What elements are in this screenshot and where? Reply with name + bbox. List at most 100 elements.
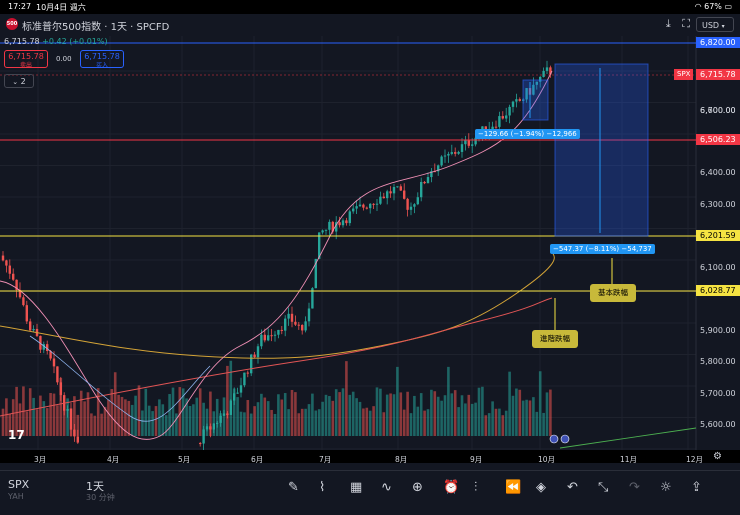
volume-bar [464,403,467,436]
buy-button[interactable]: 6,715.78 买入 [80,50,124,69]
candle-body [498,116,501,127]
volume-bar [222,397,226,436]
volume-bar [443,395,447,436]
undo-icon[interactable]: ↶ [567,480,578,495]
volume-bar [484,415,488,436]
indicator-icon[interactable]: ∿ [381,480,392,495]
volume-bar [226,365,229,436]
sell-button[interactable]: 6,715.78 卖出 [4,50,48,69]
price-chart[interactable] [0,36,740,450]
line-label-6820: 6,820.00 [696,37,740,48]
volume-bar [481,386,484,436]
bottom-interval[interactable]: 1天 [86,480,104,493]
volume-bar [1,408,5,436]
studies-toggle[interactable]: ⌄ 2 [4,74,34,88]
download-icon[interactable]: ⤓ [665,17,671,30]
candle-body [545,67,549,71]
candle-body [233,393,236,401]
rewind-icon[interactable]: ⏪ [505,479,521,495]
pen-icon[interactable]: ✎ [288,480,299,495]
candle-body [222,413,226,416]
volume-bar [195,397,199,436]
volume-bar [440,400,443,436]
symbol-title[interactable]: 标准普尔500指数 · 1天 · SPCFD [22,22,170,33]
volume-bar [283,393,287,436]
candle-body [205,426,209,430]
candle-body [369,203,372,209]
layout-icon[interactable]: ▦ [350,480,362,495]
settings-icon[interactable]: ⚙ [713,451,722,462]
axis-level-5600: 5,600.00 [700,420,736,429]
volume-bar [460,395,464,436]
candle-body [25,305,28,322]
candle-body [389,191,392,194]
replay-bars-icon[interactable]: ⫶ [474,480,477,495]
candle-body [273,334,277,336]
trend-green [559,427,697,449]
share-icon[interactable]: ⇪ [691,480,702,495]
volume-bar [324,394,328,436]
candle-body [338,222,341,226]
candle-body [505,115,508,119]
volume-bar [93,415,97,436]
volume-bar [113,372,117,436]
candle-body [409,206,413,210]
candle-body [365,207,368,209]
idea-icon[interactable]: ☼ [660,480,672,495]
axis-level-5900: 5,900.00 [700,326,736,335]
note-advanced-drop[interactable]: 進階跌幅 [532,330,578,348]
tool-icons: ✎ ⌇ ▦ ∿ ⊕ ⏰ ⫶ ⏪ ◈ ↶ ⤡ ↷ ☼ ⇪ [288,478,702,495]
candle-body [59,382,62,396]
status-date: 10月4日 週六 [36,3,86,12]
volume-bar [260,393,263,436]
volume-bar [130,404,134,436]
layers-icon[interactable]: ◈ [536,480,546,495]
bottom-toolbar: SPX YAH 1天 30 分钟 ✎ ⌇ ▦ ∿ ⊕ ⏰ ⫶ ⏪ ◈ ↶ ⤡ ↷ ☼ ⇪ [0,470,740,515]
note-basic-drop[interactable]: 基本跌幅 [590,284,636,302]
volume-bar [76,414,80,436]
candle-body [256,346,260,358]
volume-bar [263,397,267,436]
candle-body [454,152,457,154]
candle-body [430,171,433,178]
volume-bar [307,404,311,436]
currency-label: USD [702,21,720,30]
fullscreen-icon[interactable]: ⛶ [682,17,690,30]
candle-body [253,354,256,358]
volume-bar [277,394,280,436]
redo-icon[interactable]: ↷ [629,480,641,495]
volume-bar [389,393,392,436]
measure-large-label[interactable]: −547.37 (−8.11%) −54,737 [550,244,655,254]
volume-bar [86,392,90,436]
candle-body [331,221,334,232]
chart-area[interactable]: 6,715.78 +0.42 (+0.01%) 6,715.78 卖出 0.00… [0,36,740,450]
volume-bar [49,393,52,436]
candle-body [199,443,202,445]
bottom-symbol[interactable]: SPX [8,478,30,491]
volume-bar [379,388,382,436]
volume-bar [256,402,260,436]
collapse-icon[interactable]: ⤡ [598,480,609,495]
volume-bar [525,399,528,436]
volume-bar [470,403,474,436]
symbol-badge[interactable]: 500 [6,18,18,30]
chart-type-icon[interactable]: ⌇ [319,480,325,495]
add-icon[interactable]: ⊕ [412,480,423,495]
volume-bar [273,413,277,436]
measure-small-label[interactable]: −129.66 (−1.94%) −12,966 [475,129,580,139]
candle-body [471,144,474,146]
candle-body [66,409,69,411]
alert-icon[interactable]: ⏰ [443,478,459,495]
volume-bar [249,413,253,436]
event-flag-icon [560,434,570,444]
volume-bar [79,390,83,436]
volume-bar [375,387,379,436]
volume-bar [538,371,542,436]
currency-button[interactable]: USD ▾ [696,17,734,32]
volume-bar [392,394,396,436]
line-label-6201: 6,201.59 [696,230,740,241]
volume-bar [498,408,501,436]
volume-bar [83,401,86,436]
candle-body [426,177,430,184]
volume-bar [450,393,454,436]
